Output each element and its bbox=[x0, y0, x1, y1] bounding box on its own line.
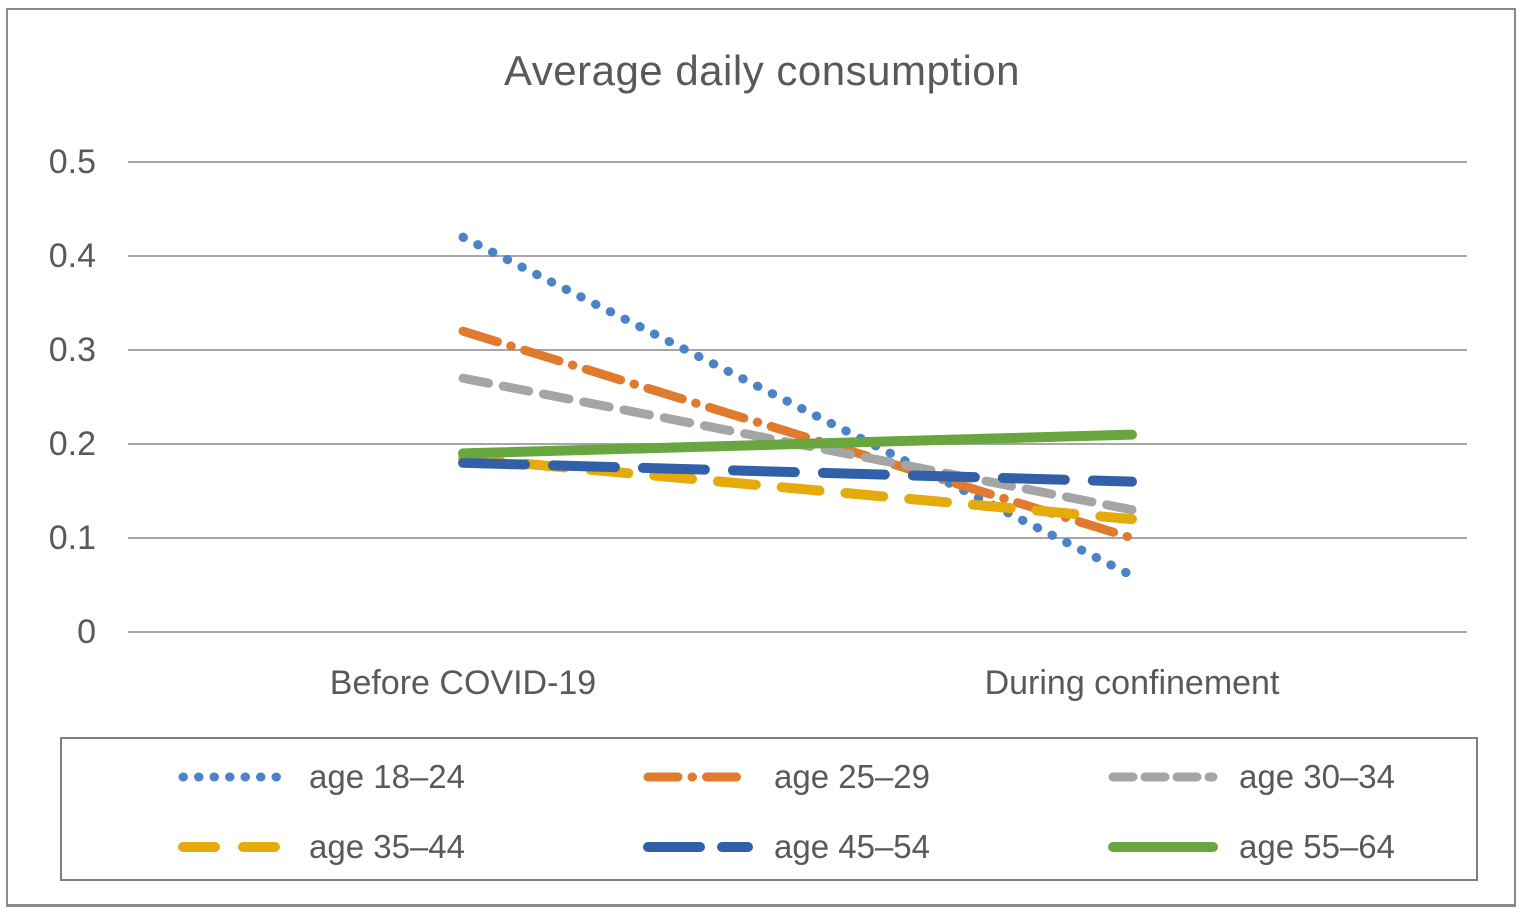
series-line-age-35–44 bbox=[458, 453, 1137, 525]
legend-label: age 25–29 bbox=[774, 758, 930, 795]
legend-item-age-30-34: age 30–34 bbox=[1107, 755, 1395, 799]
legend-item-age-45-54: age 45–54 bbox=[642, 825, 930, 869]
y-tick-label: 0.2 bbox=[48, 425, 96, 463]
legend-label: age 55–64 bbox=[1239, 828, 1395, 865]
legend-swatch-icon bbox=[643, 772, 753, 782]
series-line-age-45–54 bbox=[458, 457, 1137, 487]
legend-item-age-35-44: age 35–44 bbox=[177, 825, 465, 869]
legend: age 18–24 age 25–29 age 30–34 age 35–44 … bbox=[60, 737, 1478, 881]
y-tick-label: 0.4 bbox=[48, 237, 96, 275]
legend-label: age 45–54 bbox=[774, 828, 930, 865]
chart-title: Average daily consumption bbox=[503, 47, 1021, 94]
legend-label: age 30–34 bbox=[1239, 758, 1395, 795]
legend-item-age-55-64: age 55–64 bbox=[1107, 825, 1395, 869]
x-category-label-during: During confinement bbox=[984, 664, 1280, 702]
legend-label: age 35–44 bbox=[309, 828, 465, 865]
y-tick-label: 0 bbox=[77, 613, 96, 651]
series-line-age-55–64 bbox=[458, 429, 1137, 459]
legend-swatch-icon bbox=[178, 842, 288, 852]
legend-swatch-icon bbox=[1108, 772, 1218, 782]
y-tick-label: 0.1 bbox=[48, 519, 96, 557]
y-tick-label: 0.5 bbox=[48, 143, 96, 181]
legend-item-age-18-24: age 18–24 bbox=[177, 755, 465, 799]
series-line-age-25–29 bbox=[458, 326, 1137, 543]
legend-swatch-icon bbox=[1108, 842, 1218, 852]
legend-label: age 18–24 bbox=[309, 758, 465, 795]
y-tick-label: 0.3 bbox=[48, 331, 96, 369]
series-line-age-18–24 bbox=[458, 232, 1137, 581]
legend-swatch-icon bbox=[643, 842, 753, 852]
x-category-label-before: Before COVID-19 bbox=[329, 664, 597, 702]
legend-item-age-25-29: age 25–29 bbox=[642, 755, 930, 799]
legend-swatch-icon bbox=[178, 772, 288, 782]
chart-frame-border bbox=[6, 8, 1516, 907]
